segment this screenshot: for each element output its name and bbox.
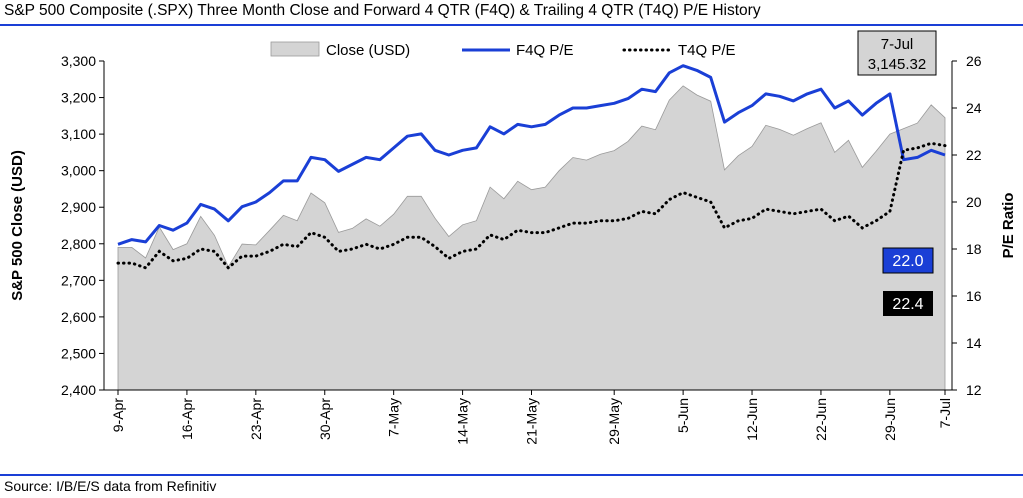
left-tick-label: 3,000 xyxy=(61,163,96,179)
right-tick-label: 20 xyxy=(966,194,982,210)
legend-close-label: Close (USD) xyxy=(326,42,410,59)
x-tick-label: 7-May xyxy=(386,398,402,437)
right-tick-label: 16 xyxy=(966,288,982,304)
right-axis-title: P/E Ratio xyxy=(1000,193,1017,259)
left-tick-label: 2,600 xyxy=(61,309,96,325)
x-tick-label: 16-Apr xyxy=(179,398,195,440)
x-tick-label: 7-Jul xyxy=(937,398,953,428)
left-tick-label: 2,800 xyxy=(61,236,96,252)
legend-close-swatch xyxy=(270,41,320,57)
f4q-callout-value: 22.0 xyxy=(892,253,923,270)
close-callout-date: 7-Jul xyxy=(881,36,914,53)
t4q-pe-dotted-line xyxy=(116,141,947,270)
x-tick-label: 21-May xyxy=(524,398,540,445)
right-tick-label: 26 xyxy=(966,53,982,69)
x-tick-label: 29-May xyxy=(606,398,622,445)
left-tick-label: 2,900 xyxy=(61,199,96,215)
close-area-series xyxy=(117,85,946,391)
left-axis-title: S&P 500 Close (USD) xyxy=(9,150,26,301)
f4q-callout-box xyxy=(882,247,934,274)
title-rule xyxy=(0,24,1023,26)
right-tick-label: 12 xyxy=(966,382,982,398)
x-tick-label: 23-Apr xyxy=(248,398,264,440)
legend-f4q-label: F4Q P/E xyxy=(516,42,574,59)
x-tick-label: 29-Jun xyxy=(882,398,898,441)
source-note: Source: I/B/E/S data from Refinitiv xyxy=(4,478,217,494)
t4q-callout-value: 22.4 xyxy=(892,296,923,313)
f4q-pe-line xyxy=(117,64,946,246)
x-tick-label: 14-May xyxy=(455,398,471,445)
right-tick-label: 24 xyxy=(966,100,982,116)
source-rule xyxy=(0,474,1023,476)
left-tick-label: 3,300 xyxy=(61,53,96,69)
right-tick-label: 22 xyxy=(966,147,982,163)
right-tick-label: 14 xyxy=(966,335,982,351)
x-tick-label: 30-Apr xyxy=(317,398,333,440)
left-tick-label: 2,500 xyxy=(61,345,96,361)
right-tick-label: 18 xyxy=(966,241,982,257)
pe-history-chart: 2,400 2,500 2,600 2,700 2,800 2,900 3,000 3,100… xyxy=(9,30,1017,445)
x-tick-label: 5-Jun xyxy=(675,398,691,433)
left-tick-label: 2,700 xyxy=(61,272,96,288)
left-tick-label: 3,100 xyxy=(61,126,96,142)
x-tick-label: 12-Jun xyxy=(744,398,760,441)
x-tick-label: 22-Jun xyxy=(813,398,829,441)
close-callout-value: 3,145.32 xyxy=(868,56,926,73)
legend-t4q-label: T4Q P/E xyxy=(678,42,736,59)
left-tick-label: 2,400 xyxy=(61,382,96,398)
left-tick-label: 3,200 xyxy=(61,90,96,106)
t4q-callout-box xyxy=(883,291,933,316)
x-tick-label: 9-Apr xyxy=(110,398,126,433)
close-callout-box xyxy=(857,30,937,76)
chart-title: S&P 500 Composite (.SPX) Three Month Clo… xyxy=(4,2,761,19)
